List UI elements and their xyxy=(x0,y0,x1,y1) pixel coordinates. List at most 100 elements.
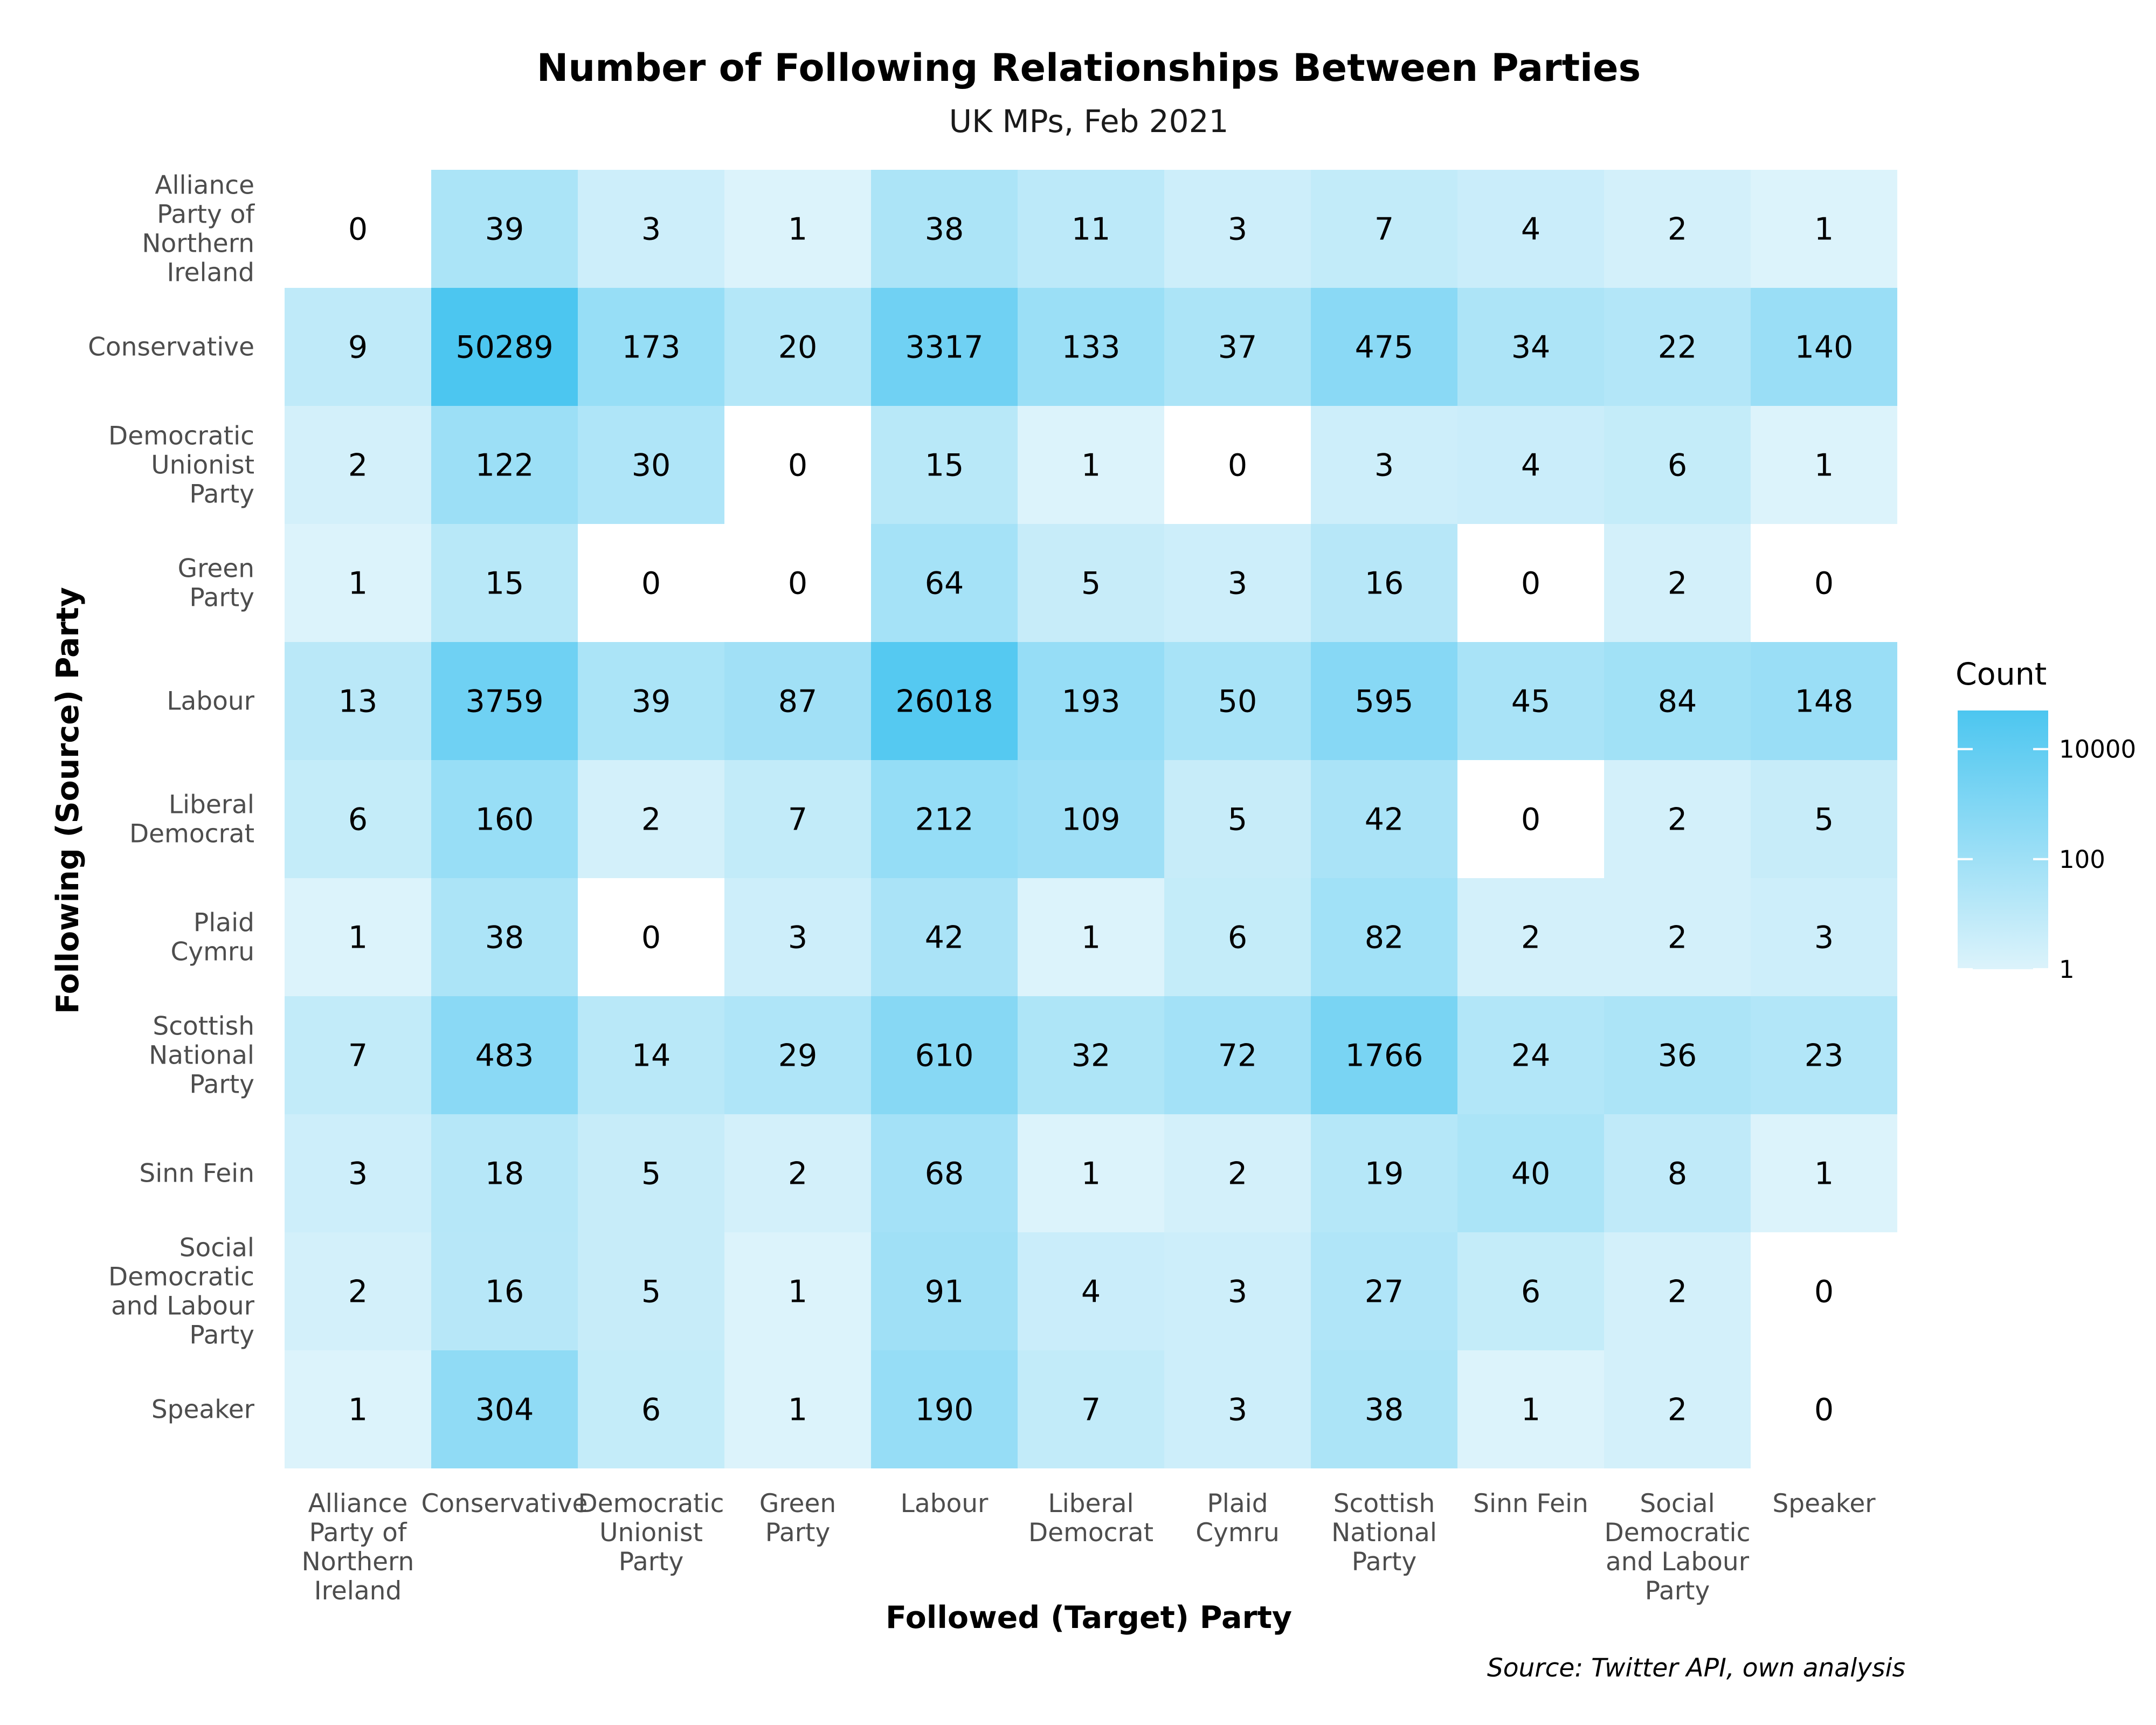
heatmap-cell xyxy=(285,170,431,288)
cell-value-label: 0 xyxy=(348,212,368,247)
heatmap-cell xyxy=(285,1114,431,1232)
heatmap-cell xyxy=(1457,1350,1604,1468)
heatmap-cell xyxy=(1164,1232,1311,1350)
heatmap-cell xyxy=(431,170,578,288)
cell-value-label: 37 xyxy=(1218,330,1257,365)
heatmap-cell xyxy=(1751,1114,1897,1232)
cell-value-label: 3 xyxy=(348,1156,368,1192)
heatmap-cell xyxy=(1604,524,1751,642)
heatmap-cell xyxy=(1018,878,1164,996)
cell-value-label: 595 xyxy=(1355,684,1414,720)
heatmap-cell xyxy=(1457,996,1604,1114)
y-tick-label: Speaker xyxy=(151,1395,255,1425)
cell-value-label: 140 xyxy=(1795,330,1854,365)
heatmap-cell xyxy=(871,642,1018,760)
cell-value-label: 6 xyxy=(1228,920,1247,956)
cell-value-label: 34 xyxy=(1511,330,1551,365)
cell-value-label: 7 xyxy=(1374,212,1394,247)
cell-value-label: 1 xyxy=(1081,1156,1101,1192)
heatmap-cell xyxy=(1018,1232,1164,1350)
heatmap-cell xyxy=(578,288,724,406)
cell-value-label: 0 xyxy=(788,448,807,484)
heatmap-cell xyxy=(285,642,431,760)
heatmap-cell xyxy=(1311,1114,1457,1232)
heatmap-cell xyxy=(1164,1114,1311,1232)
heatmap-cell xyxy=(1164,1350,1311,1468)
heatmap-cell xyxy=(724,996,871,1114)
cell-value-label: 27 xyxy=(1365,1274,1404,1310)
cell-value-label: 483 xyxy=(475,1038,534,1074)
y-axis-tick-labels: Alliance Party of Northern Ireland Conservat… xyxy=(88,171,255,1425)
cell-value-label: 14 xyxy=(632,1038,671,1074)
y-tick-label: Scottish National Party xyxy=(149,1012,254,1100)
cell-value-label: 212 xyxy=(915,802,974,838)
heatmap-cell xyxy=(724,1232,871,1350)
x-tick-label: Alliance Party of Northern Ireland xyxy=(302,1489,414,1606)
heatmap-cell xyxy=(871,524,1018,642)
cell-value-label: 0 xyxy=(641,566,661,602)
heatmap-cell xyxy=(1164,760,1311,878)
cell-value-label: 5 xyxy=(1081,566,1101,602)
cell-value-label: 38 xyxy=(485,920,524,956)
heatmap-cell xyxy=(1457,524,1604,642)
heatmap-cell xyxy=(724,170,871,288)
heatmap-cell xyxy=(724,406,871,524)
legend-title: Count xyxy=(1955,657,2047,692)
cell-value-label: 9 xyxy=(348,330,368,365)
x-tick-label: Speaker xyxy=(1772,1489,1876,1519)
cell-value-label: 6 xyxy=(641,1392,661,1428)
cell-value-label: 5 xyxy=(1228,802,1247,838)
heatmap-cell xyxy=(431,288,578,406)
cell-value-label: 68 xyxy=(925,1156,964,1192)
heatmap-cell xyxy=(431,1114,578,1232)
cell-value-label: 42 xyxy=(925,920,964,956)
heatmap-cell xyxy=(871,170,1018,288)
cell-value-label: 50289 xyxy=(455,330,553,365)
cell-value-label: 0 xyxy=(1521,802,1540,838)
heatmap-cell xyxy=(871,1232,1018,1350)
cell-value-label: 2 xyxy=(788,1156,807,1192)
heatmap-cell xyxy=(431,406,578,524)
cell-value-label: 16 xyxy=(485,1274,524,1310)
heatmap-cell xyxy=(1457,760,1604,878)
cell-value-label: 91 xyxy=(925,1274,964,1310)
color-legend: Count 1 100 10000 xyxy=(1955,657,2136,984)
cell-value-label: 1 xyxy=(1081,448,1101,484)
cell-value-label: 1 xyxy=(1814,1156,1834,1192)
cell-value-label: 15 xyxy=(925,448,964,484)
heatmap-cell xyxy=(871,760,1018,878)
cell-value-label: 6 xyxy=(1668,448,1687,484)
cell-value-label: 3759 xyxy=(465,684,543,720)
cell-value-label: 0 xyxy=(641,920,661,956)
heatmap-cell xyxy=(1604,878,1751,996)
heatmap-cell xyxy=(578,1232,724,1350)
cell-value-label: 610 xyxy=(915,1038,974,1074)
heatmap-cell xyxy=(578,1350,724,1468)
cell-value-label: 11 xyxy=(1072,212,1111,247)
cell-value-label: 122 xyxy=(475,448,534,484)
heatmap-cell xyxy=(871,878,1018,996)
y-tick-label: Alliance Party of Northern Ireland xyxy=(142,171,255,288)
heatmap-cell xyxy=(1311,760,1457,878)
cell-value-label: 5 xyxy=(641,1156,661,1192)
cell-value-label: 64 xyxy=(925,566,964,602)
heatmap-cell xyxy=(1311,288,1457,406)
heatmap-cell xyxy=(1604,760,1751,878)
heatmap-cell xyxy=(1457,406,1604,524)
heatmap-cell xyxy=(1018,1114,1164,1232)
x-tick-label: Plaid Cymru xyxy=(1196,1489,1280,1548)
cell-value-label: 20 xyxy=(778,330,818,365)
cell-value-label: 13 xyxy=(338,684,378,720)
heatmap-cell xyxy=(578,170,724,288)
cell-value-label: 2 xyxy=(1521,920,1540,956)
cell-value-label: 2 xyxy=(1668,566,1687,602)
cell-value-label: 0 xyxy=(1814,566,1834,602)
cell-value-label: 1 xyxy=(788,212,807,247)
y-tick-label: Green Party xyxy=(178,554,254,613)
cell-value-label: 50 xyxy=(1218,684,1257,720)
cell-value-label: 1 xyxy=(788,1274,807,1310)
cell-value-label: 475 xyxy=(1355,330,1414,365)
heatmap-cell xyxy=(1751,996,1897,1114)
heatmap-cell xyxy=(1751,288,1897,406)
cell-value-label: 15 xyxy=(485,566,524,602)
